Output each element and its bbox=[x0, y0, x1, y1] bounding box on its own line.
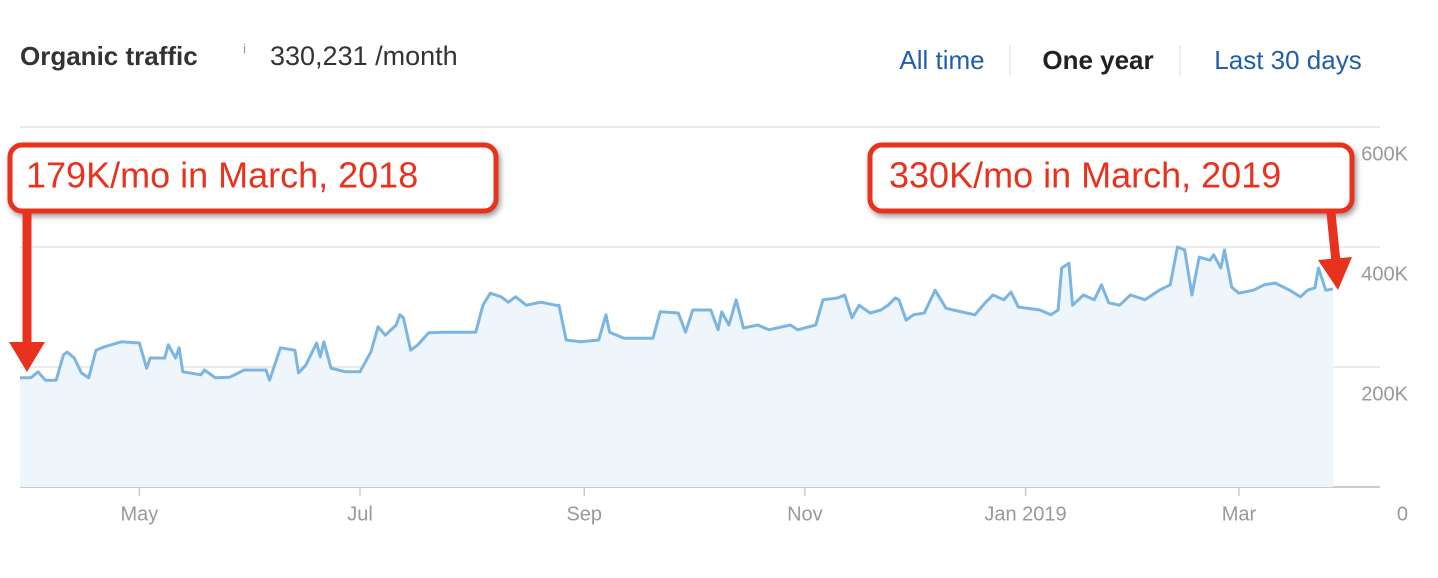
x-tick-label: Nov bbox=[787, 503, 823, 525]
annotation-box bbox=[7, 142, 499, 214]
x-tick-label: May bbox=[120, 503, 158, 525]
y-tick-label: 200K bbox=[1361, 383, 1408, 405]
x-tick-label: Jan 2019 bbox=[984, 503, 1066, 525]
total: 330,231 /month bbox=[270, 41, 458, 71]
area bbox=[20, 247, 1333, 487]
arrow bbox=[1326, 212, 1341, 263]
line bbox=[20, 245, 1334, 382]
annotation-text: 330K/mo in March, 2019 bbox=[889, 155, 1281, 196]
annotation-box bbox=[867, 142, 1355, 214]
y-tick-label: 400K bbox=[1361, 263, 1408, 285]
x-tick-label: Jul bbox=[347, 503, 373, 525]
annotation: 179K/mo in March, 2018 bbox=[7, 142, 499, 372]
tab[interactable]: Last 30 days bbox=[1214, 45, 1361, 75]
annotation-text: 179K/mo in March, 2018 bbox=[26, 155, 418, 196]
x-tick-label: Mar bbox=[1222, 503, 1257, 525]
annotation: 330K/mo in March, 2019 bbox=[867, 142, 1355, 290]
y-tick-label: 600K bbox=[1361, 143, 1408, 165]
x-tick-label: Sep bbox=[566, 503, 602, 525]
tab[interactable]: All time bbox=[899, 45, 984, 75]
arrow-head bbox=[1318, 257, 1352, 290]
info-icon[interactable]: i bbox=[243, 41, 246, 57]
tab[interactable]: One year bbox=[1042, 45, 1153, 75]
y-tick-label: 0 bbox=[1397, 503, 1408, 525]
title: Organic traffic bbox=[20, 41, 198, 71]
arrow-head bbox=[9, 342, 45, 372]
